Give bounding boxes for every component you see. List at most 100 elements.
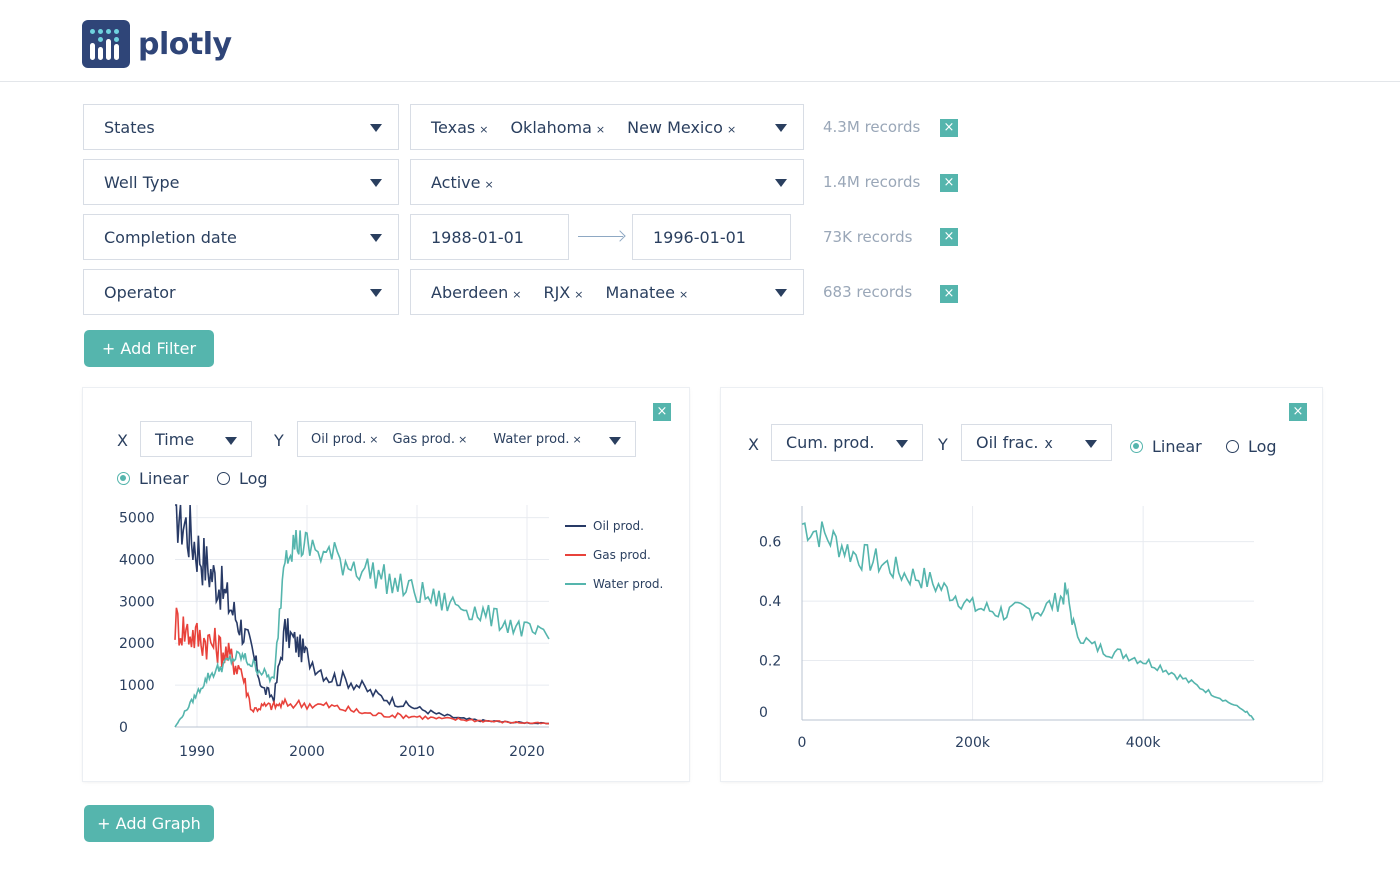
plotly-logo-icon [82,20,130,68]
tag-label: Oklahoma [510,117,592,137]
date-to-input[interactable]: 1996-01-01 [632,214,791,260]
filter-field-select[interactable]: Operator [83,269,399,315]
filter-field-select[interactable]: Completion date [83,214,399,260]
chevron-down-icon[interactable] [896,440,908,448]
close-graph-button[interactable]: × [653,403,671,421]
x-tick-label: 2000 [289,744,325,760]
record-count: 1.4M records [823,173,921,191]
x-tick-label: 200k [955,735,991,751]
remove-filter-button[interactable]: × [940,228,958,246]
tag-remove-icon[interactable]: × [726,122,737,136]
chevron-down-icon[interactable] [225,437,237,445]
production-chart[interactable]: 0 1000 2000 3000 4000 5000 1990 2000 2010 2020 Oil… [83,388,689,781]
tag-remove-icon[interactable]: x [1044,436,1053,452]
y-tag: Water prod. × [493,432,581,447]
date-from-input[interactable]: 1988-01-01 [410,214,569,260]
tag-label: Gas prod. [392,431,456,447]
y-tick-label: 4000 [119,552,155,568]
x-tick-label: 0 [798,735,807,751]
filter-tag: Texas × [431,118,488,137]
y-tick-label: 0.4 [759,594,781,610]
y-axis-select[interactable]: Oil prod. × Gas prod. × Water prod. × [297,421,636,457]
tag-remove-icon[interactable]: × [479,122,489,136]
tag-remove-icon[interactable]: × [595,122,606,136]
chevron-down-icon[interactable] [370,234,382,242]
plotly-logo[interactable]: plotly [82,20,232,68]
radio-unchecked-icon [1226,440,1239,453]
filter-values-select[interactable]: Texas × Oklahoma × New Mexico × [410,104,804,150]
filter-row-operator: Operator Aberdeen × RJX × Manatee × 683 rec… [83,269,963,315]
tag-label: RJX [543,282,571,302]
series-line-water-prod [174,530,550,728]
add-graph-button[interactable]: + Add Graph [84,805,214,842]
tag-remove-icon[interactable]: × [458,432,468,446]
date-to-value: 1996-01-01 [653,227,746,247]
tag-remove-icon[interactable]: × [572,432,582,446]
scale-linear-radio[interactable]: Linear [1130,437,1202,456]
chevron-down-icon[interactable] [609,437,621,445]
top-bar: plotly [0,0,1400,82]
scale-log-radio[interactable]: Log [217,469,268,488]
tag-remove-icon[interactable]: × [574,287,584,301]
filter-field-select[interactable]: States [83,104,399,150]
tag-label: Oil prod. [311,431,367,447]
radio-label: Linear [1152,437,1202,456]
series-line-oil-frac [801,521,1255,721]
filter-tag: Active × [431,173,494,192]
add-filter-button[interactable]: + Add Filter [84,330,214,367]
chevron-down-icon[interactable] [1085,440,1097,448]
record-count: 73K records [823,228,913,246]
tag-remove-icon[interactable]: × [369,432,379,446]
series-line-gas-prod [174,607,549,725]
tag-label: Water prod. [493,431,570,447]
x-axis-select[interactable]: Cum. prod. [771,424,923,461]
chevron-down-icon[interactable] [775,179,787,187]
close-graph-button[interactable]: × [1289,403,1307,421]
filter-field-select[interactable]: Well Type [83,159,399,205]
filter-tag: New Mexico × [627,118,736,137]
tag-remove-icon[interactable]: × [678,287,689,301]
radio-checked-icon [117,472,130,485]
filter-values-select[interactable]: Aberdeen × RJX × Manatee × [410,269,804,315]
radio-checked-icon [1130,440,1143,453]
oil-fraction-chart[interactable]: 0 0.2 0.4 0.6 0 200k 400k [721,388,1322,781]
tag-remove-icon[interactable]: × [484,177,494,191]
filter-field-label: Completion date [104,227,237,247]
x-axis-label: X [748,435,759,454]
record-count: 4.3M records [823,118,921,136]
chevron-down-icon[interactable] [775,124,787,132]
chevron-down-icon[interactable] [370,289,382,297]
y-tick-label: 1000 [119,678,155,694]
y-axis-select[interactable]: Oil frac. x [961,424,1112,461]
tag-label: New Mexico [627,117,723,137]
radio-label: Linear [139,469,189,488]
radio-unchecked-icon [217,472,230,485]
scale-log-radio[interactable]: Log [1226,437,1277,456]
filter-tag: RJX × [543,283,583,302]
tag-label: Manatee [605,282,675,302]
tag-label: Oil frac. [976,433,1039,452]
arrow-right-icon [578,236,623,237]
remove-filter-button[interactable]: × [940,119,958,137]
legend-label: Water prod. [593,577,663,591]
y-tick-label: 0.2 [759,654,781,670]
scale-linear-radio[interactable]: Linear [117,469,189,488]
filter-tag: Oklahoma × [510,118,605,137]
chevron-down-icon[interactable] [370,179,382,187]
chevron-down-icon[interactable] [775,289,787,297]
remove-filter-button[interactable]: × [940,174,958,192]
remove-filter-button[interactable]: × [940,285,958,303]
graph-card-1: × X Time Y Oil prod. × Gas prod. × Water p… [83,388,689,781]
chevron-down-icon[interactable] [370,124,382,132]
tag-remove-icon[interactable]: × [512,287,522,301]
radio-label: Log [1248,437,1277,456]
filter-row-states: States Texas × Oklahoma × New Mexico × 4.3M… [83,104,963,150]
x-tick-label: 2020 [509,744,545,760]
brand-name: plotly [138,26,232,62]
x-axis-select[interactable]: Time [140,421,252,457]
date-from-value: 1988-01-01 [431,227,524,247]
x-tick-label: 2010 [399,744,435,760]
y-tag: Oil frac. x [976,433,1053,452]
filter-values-select[interactable]: Active × [410,159,804,205]
tag-label: Texas [431,117,476,137]
